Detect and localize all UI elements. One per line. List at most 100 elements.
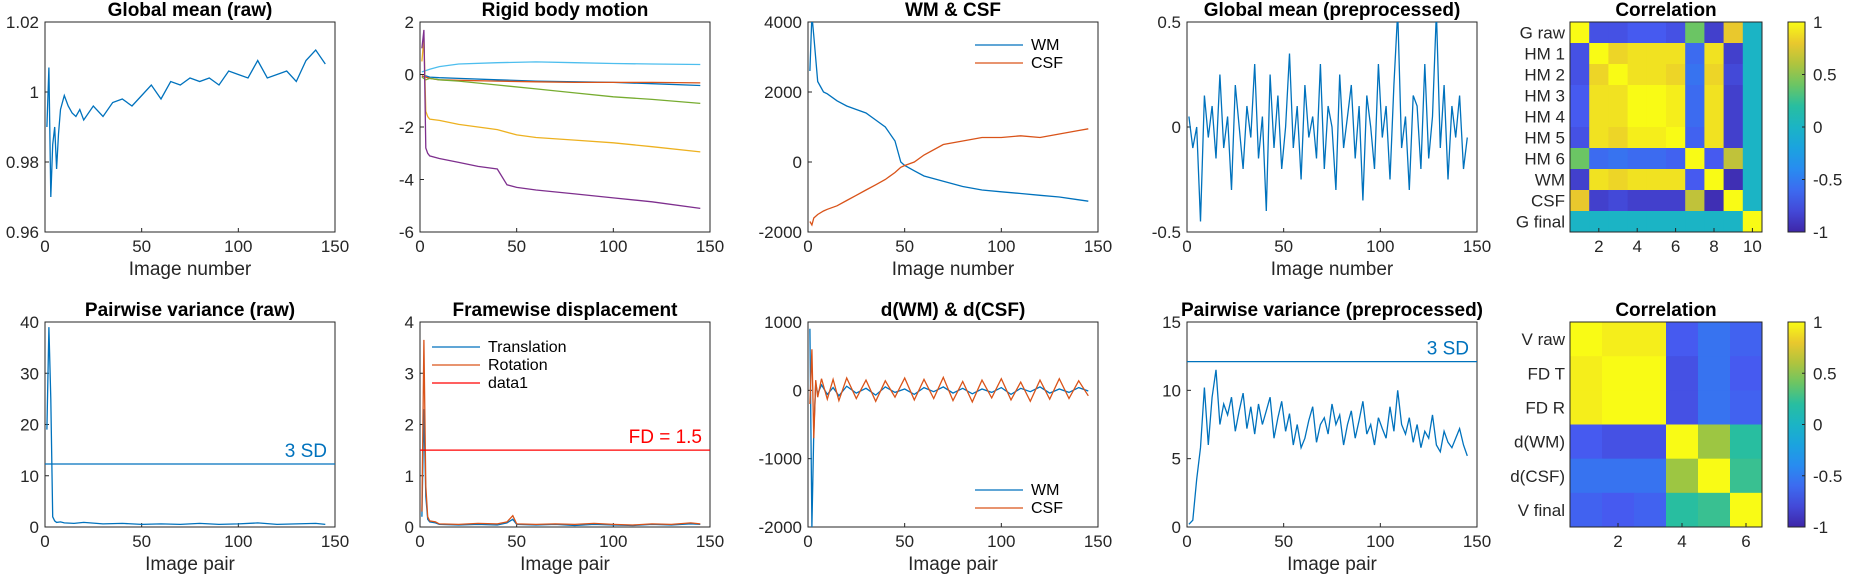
y-tick-label: 2 xyxy=(405,416,414,435)
heatmap-cell xyxy=(1627,64,1648,86)
heatmap-cell xyxy=(1723,148,1744,170)
plot-area xyxy=(807,21,1099,233)
colorbar-tick-label: -1 xyxy=(1813,223,1828,242)
x-tick-label: 100 xyxy=(987,532,1015,551)
heatmap-cell xyxy=(1704,22,1725,44)
series-line xyxy=(809,22,1089,202)
heatmap-cell xyxy=(1589,211,1609,233)
legend-label: WM xyxy=(1031,37,1059,54)
threshold-label: 3 SD xyxy=(1427,339,1469,360)
x-axis-label: Image number xyxy=(892,259,1015,280)
x-tick-label: 50 xyxy=(507,237,526,256)
heatmap-cell xyxy=(1589,106,1609,128)
heatmap-cell xyxy=(1723,190,1744,212)
heatmap-cell xyxy=(1634,424,1667,460)
row-label: d(CSF) xyxy=(1510,467,1565,486)
heatmap-cell xyxy=(1570,424,1603,460)
row-label: WM xyxy=(1535,171,1565,190)
x-tick-label: 50 xyxy=(132,532,151,551)
heatmap-cell xyxy=(1666,390,1699,425)
chart-title: Global mean (preprocessed) xyxy=(1204,0,1461,21)
x-tick-label: 0 xyxy=(803,532,812,551)
heatmap-cell xyxy=(1570,322,1603,357)
heatmap-cell xyxy=(1666,22,1686,44)
heatmap-cell xyxy=(1570,211,1590,233)
y-tick-label: 5 xyxy=(1172,450,1181,469)
y-tick-label: -0.5 xyxy=(1152,223,1181,242)
legend-label: CSF xyxy=(1031,55,1063,72)
y-tick-label: 0 xyxy=(1172,118,1181,137)
y-tick-label: 4000 xyxy=(764,13,802,32)
heatmap-cell xyxy=(1742,106,1763,128)
heatmap-cell xyxy=(1646,148,1667,170)
heatmap-cell xyxy=(1704,106,1725,128)
y-tick-label: 1 xyxy=(405,467,414,486)
x-tick-label: 2 xyxy=(1613,532,1622,551)
heatmap-cell xyxy=(1742,43,1763,65)
series-line xyxy=(421,75,701,84)
heatmap-cell xyxy=(1666,64,1686,86)
row-label: HM 3 xyxy=(1524,87,1565,106)
chart-title: Global mean (raw) xyxy=(108,0,273,21)
series-line xyxy=(46,327,326,526)
chart-title: Framewise displacement xyxy=(453,300,679,321)
y-tick-label: 30 xyxy=(20,364,39,383)
heatmap-cell xyxy=(1666,211,1686,233)
heatmap-cell xyxy=(1704,211,1725,233)
heatmap-cell xyxy=(1666,492,1699,528)
x-tick-label: 6 xyxy=(1671,237,1680,256)
heatmap-cell xyxy=(1608,148,1629,170)
heatmap-cell xyxy=(1646,127,1667,149)
heatmap-cell xyxy=(1730,424,1763,460)
series-group xyxy=(421,29,701,210)
x-tick-label: 50 xyxy=(132,237,151,256)
heatmap-cell xyxy=(1742,85,1763,107)
heatmap-cell xyxy=(1704,127,1725,149)
heatmap-cell xyxy=(1685,127,1705,149)
heatmap-cell xyxy=(1723,127,1744,149)
x-tick-label: 100 xyxy=(987,237,1015,256)
x-tick-label: 150 xyxy=(1463,237,1491,256)
x-tick-label: 150 xyxy=(1463,532,1491,551)
heatmap-cell xyxy=(1730,356,1763,391)
x-tick-label: 0 xyxy=(40,532,49,551)
row-label: V final xyxy=(1518,501,1565,520)
x-tick-label: 50 xyxy=(895,532,914,551)
heatmap-cell xyxy=(1570,22,1590,44)
y-tick-label: 20 xyxy=(20,416,39,435)
heatmap-cell xyxy=(1602,458,1635,494)
x-tick-label: 100 xyxy=(599,237,627,256)
panel-5: G raw HM 1 HM 2 HM 3 HM 4 HM 5 HM 6 WM CSF G fina… xyxy=(1516,0,1842,256)
heatmap-cell xyxy=(1627,85,1648,107)
y-tick-label: -4 xyxy=(399,171,414,190)
row-label: FD R xyxy=(1525,398,1565,417)
threshold-label: 3 SD xyxy=(285,441,327,462)
colorbar-tick-label: 0.5 xyxy=(1813,66,1837,85)
y-tick-label: 2000 xyxy=(764,83,802,102)
y-tick-label: 0.5 xyxy=(1157,13,1181,32)
heatmap-cell xyxy=(1608,22,1629,44)
heatmap-cell xyxy=(1608,64,1629,86)
heatmap-cell xyxy=(1698,356,1731,391)
heatmap-cell xyxy=(1730,492,1763,528)
x-tick-label: 4 xyxy=(1677,532,1686,551)
heatmap-cell xyxy=(1570,85,1590,107)
x-axis-label: Image number xyxy=(129,259,252,280)
colorbar-tick-label: 1 xyxy=(1813,313,1822,332)
heatmap-cell xyxy=(1666,43,1686,65)
heatmap-cell xyxy=(1742,64,1763,86)
heatmap-cell xyxy=(1742,211,1763,233)
x-tick-label: 100 xyxy=(1366,532,1394,551)
heatmap-cell xyxy=(1627,169,1648,191)
legend-label: Rotation xyxy=(488,357,548,374)
heatmap-cell xyxy=(1666,190,1686,212)
heatmap-cell xyxy=(1570,356,1603,391)
y-tick-label: 40 xyxy=(20,313,39,332)
heatmap-cell xyxy=(1627,211,1648,233)
heatmap-cell xyxy=(1723,22,1744,44)
heatmap-cell xyxy=(1742,190,1763,212)
heatmap-cell xyxy=(1589,85,1609,107)
y-tick-label: 0 xyxy=(30,518,39,537)
heatmap-cell xyxy=(1723,106,1744,128)
